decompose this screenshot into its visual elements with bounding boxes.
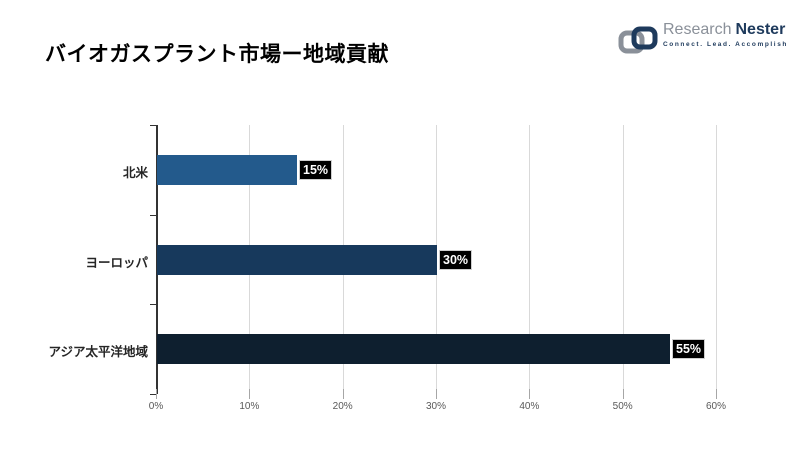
x-axis-tick bbox=[156, 389, 157, 399]
x-axis-tick bbox=[529, 389, 531, 399]
x-axis-tick-label: 50% bbox=[612, 401, 633, 412]
x-axis-tick-label: 40% bbox=[519, 401, 540, 412]
x-axis-tick bbox=[436, 389, 437, 399]
brand-logo: Research Nester Connect. Lead. Accomplish bbox=[618, 20, 788, 60]
x-axis-tick bbox=[622, 389, 624, 399]
category-label: 北米 bbox=[122, 166, 148, 180]
gridline-60 bbox=[716, 125, 717, 394]
brand-name: Research Nester bbox=[663, 20, 788, 40]
x-axis-tick bbox=[249, 389, 251, 399]
category-label: アジア太平洋地域 bbox=[48, 345, 148, 359]
gridline-40 bbox=[529, 125, 531, 394]
x-axis-tick bbox=[716, 389, 717, 399]
page-title: バイオガスプラント市場ー地域貢献 bbox=[45, 43, 389, 66]
x-axis-tick-label: 10% bbox=[239, 401, 260, 412]
brand-name-primary: Research bbox=[663, 21, 732, 38]
value-label: 55% bbox=[672, 339, 706, 359]
y-axis-tick bbox=[150, 215, 156, 216]
brand-name-secondary: Nester bbox=[735, 21, 786, 38]
category-label: ヨーロッパ bbox=[85, 256, 148, 270]
value-label: 15% bbox=[299, 160, 333, 180]
brand-text: Research Nester Connect. Lead. Accomplish bbox=[663, 20, 788, 48]
x-axis-tick-label: 0% bbox=[148, 401, 164, 412]
gridline-50 bbox=[622, 125, 624, 394]
x-axis-tick-label: 20% bbox=[332, 401, 353, 412]
x-axis-tick bbox=[342, 389, 344, 399]
x-axis-tick-label: 60% bbox=[705, 401, 727, 412]
y-axis-tick bbox=[150, 304, 156, 305]
y-axis-tick bbox=[150, 394, 156, 395]
brand-tagline: Connect. Lead. Accomplish bbox=[663, 41, 788, 48]
bar-30pct bbox=[157, 245, 437, 275]
chain-links-icon bbox=[618, 26, 658, 54]
value-label: 30% bbox=[439, 250, 473, 270]
y-axis-tick bbox=[150, 125, 156, 126]
x-axis-tick-label: 30% bbox=[425, 401, 447, 412]
bar-55pct bbox=[157, 334, 670, 364]
bar-15pct bbox=[157, 155, 297, 185]
